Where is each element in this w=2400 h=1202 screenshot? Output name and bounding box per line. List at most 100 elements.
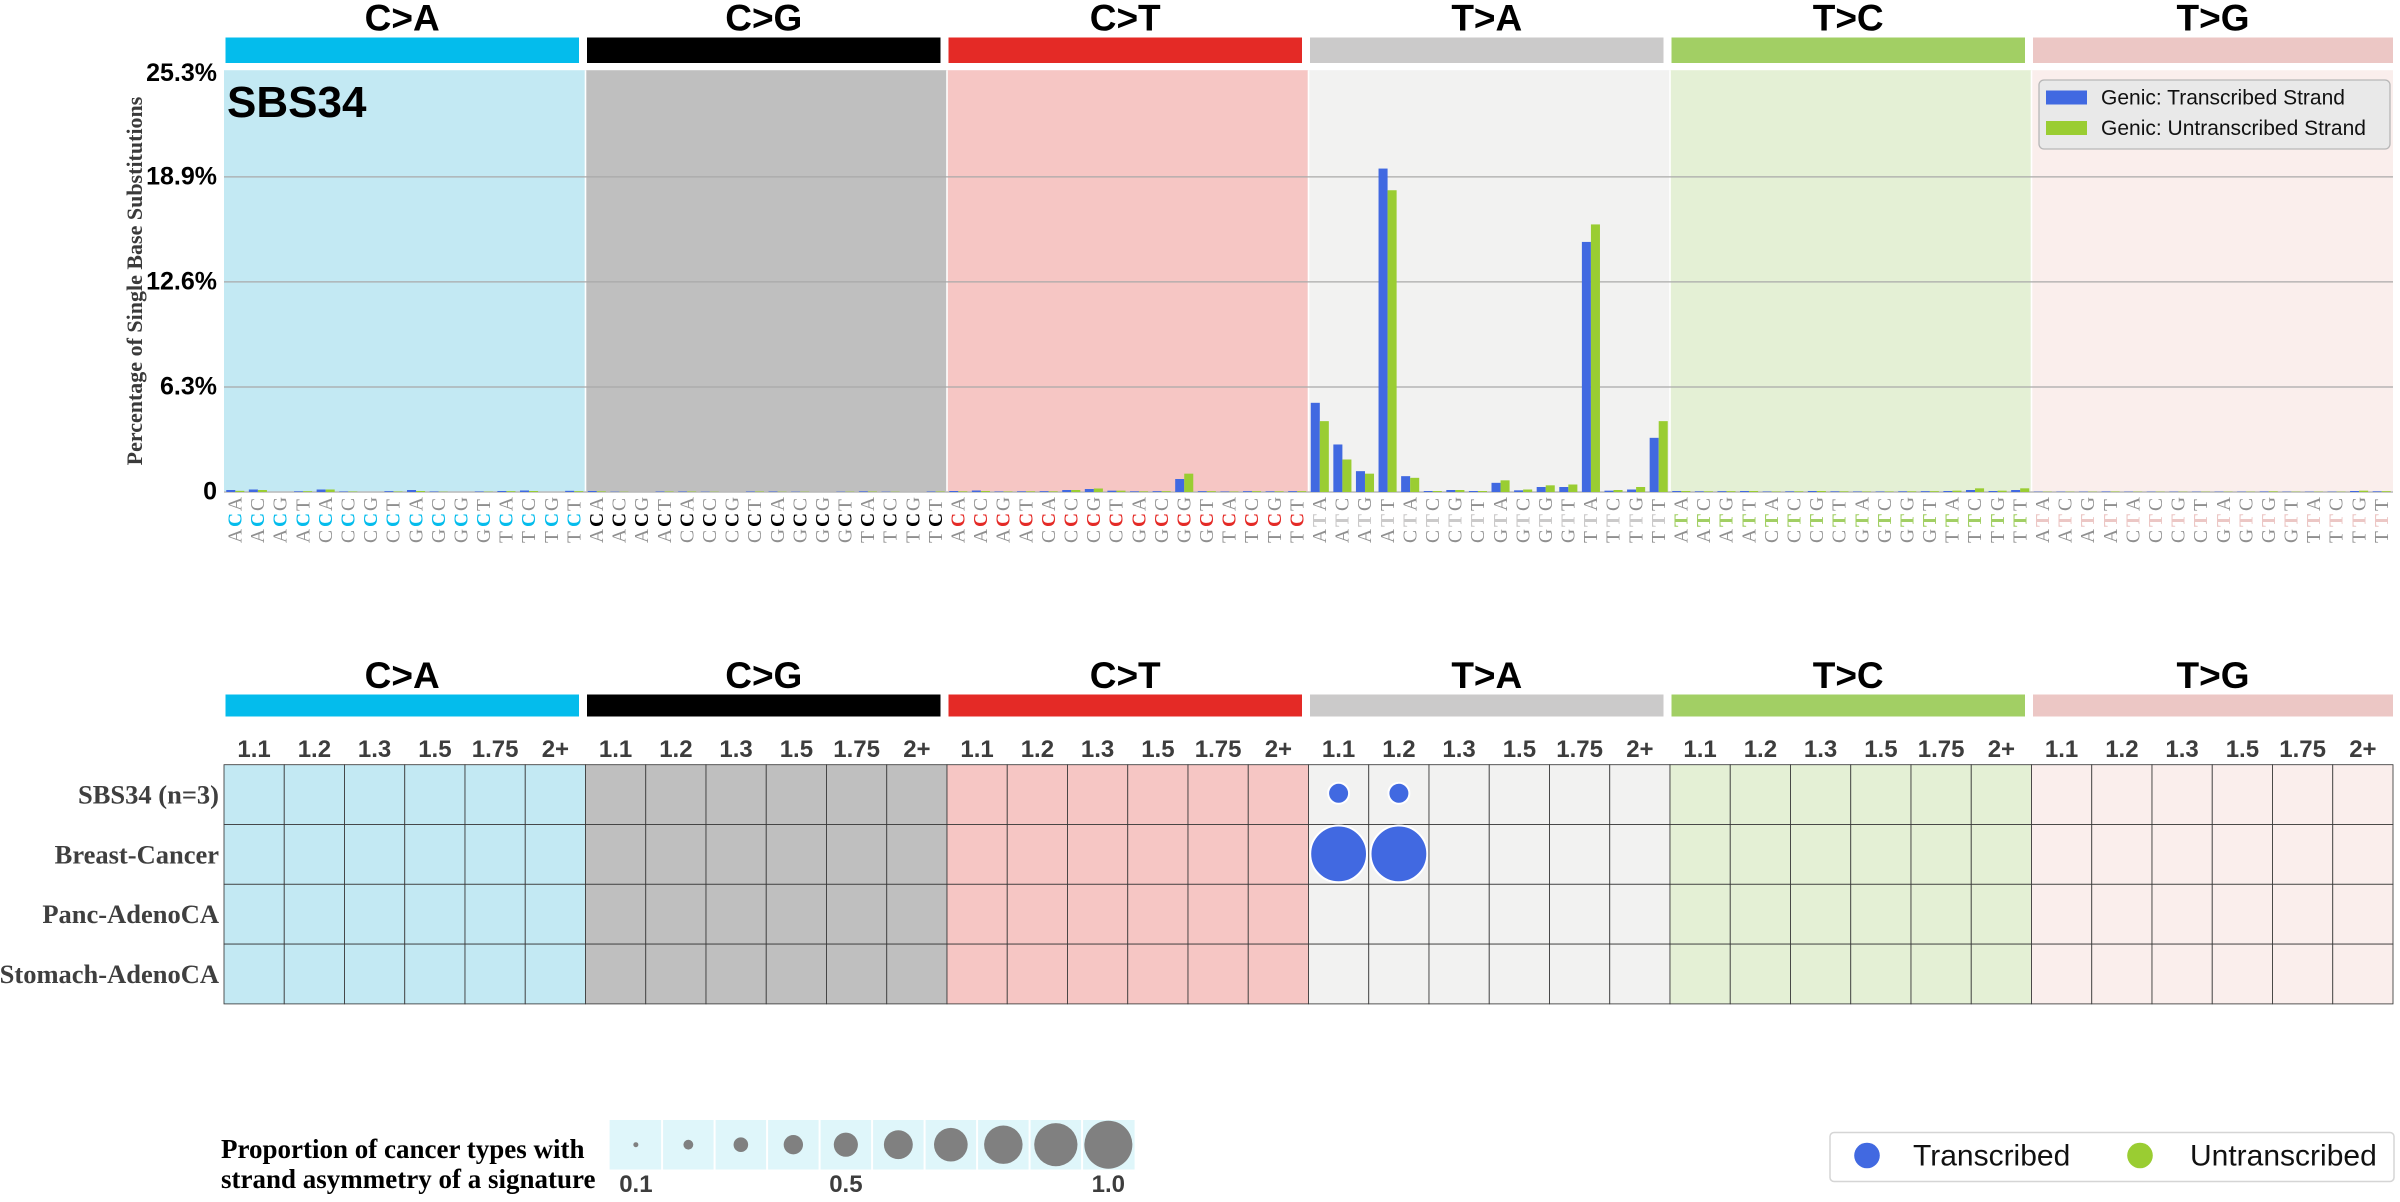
svg-text:TTC: TTC xyxy=(1604,498,1625,543)
svg-text:CCG: CCG xyxy=(1084,497,1105,543)
svg-text:Stomach-AdenoCA: Stomach-AdenoCA xyxy=(0,959,219,989)
svg-text:TCT: TCT xyxy=(926,499,947,543)
svg-text:CCT: CCT xyxy=(745,499,766,543)
svg-text:Breast-Cancer: Breast-Cancer xyxy=(55,839,220,869)
svg-text:C>A: C>A xyxy=(365,655,440,696)
svg-text:0.1: 0.1 xyxy=(619,1171,652,1197)
svg-text:2+: 2+ xyxy=(1626,736,1653,763)
svg-text:TTA: TTA xyxy=(1943,497,1964,543)
svg-text:GCC: GCC xyxy=(1152,498,1173,543)
svg-text:T>C: T>C xyxy=(1813,0,1884,39)
svg-text:TTT: TTT xyxy=(2010,499,2031,543)
svg-text:GTC: GTC xyxy=(2236,498,2257,543)
svg-text:TTC: TTC xyxy=(1965,498,1986,543)
svg-text:1.1: 1.1 xyxy=(960,736,993,763)
svg-text:1.5: 1.5 xyxy=(1864,736,1897,763)
svg-text:1.75: 1.75 xyxy=(1556,736,1603,763)
svg-text:0: 0 xyxy=(203,478,217,506)
svg-text:GTG: GTG xyxy=(1536,497,1557,543)
svg-text:GCG: GCG xyxy=(1174,497,1195,543)
svg-text:1.1: 1.1 xyxy=(599,736,632,763)
svg-text:C>G: C>G xyxy=(725,655,802,696)
svg-text:GTC: GTC xyxy=(1513,498,1534,543)
svg-text:GCC: GCC xyxy=(429,498,450,543)
svg-text:1.2: 1.2 xyxy=(659,736,692,763)
svg-text:T>G: T>G xyxy=(2177,0,2250,39)
svg-text:12.6%: 12.6% xyxy=(146,267,217,295)
svg-text:Genic: Transcribed Strand: Genic: Transcribed Strand xyxy=(2101,87,2345,110)
svg-text:TTA: TTA xyxy=(1581,497,1602,543)
svg-text:TTC: TTC xyxy=(2327,498,2348,543)
svg-text:GTC: GTC xyxy=(1875,498,1896,543)
svg-text:CTG: CTG xyxy=(1807,497,1828,543)
svg-text:2+: 2+ xyxy=(1988,736,2015,763)
svg-text:CCG: CCG xyxy=(361,497,382,543)
svg-text:GCG: GCG xyxy=(813,497,834,543)
svg-text:18.9%: 18.9% xyxy=(146,162,217,190)
svg-text:ACA: ACA xyxy=(226,497,247,543)
svg-text:ATC: ATC xyxy=(1333,498,1354,543)
svg-text:TTA: TTA xyxy=(2304,497,2325,543)
svg-text:TCG: TCG xyxy=(1265,497,1286,543)
svg-text:1.3: 1.3 xyxy=(1081,736,1114,763)
svg-text:CTT: CTT xyxy=(2191,499,2212,543)
svg-text:CCA: CCA xyxy=(1039,497,1060,543)
svg-text:GCT: GCT xyxy=(474,499,495,543)
svg-text:ATA: ATA xyxy=(1310,497,1331,543)
svg-text:CCG: CCG xyxy=(723,497,744,543)
svg-text:Transcribed: Transcribed xyxy=(1913,1140,2070,1173)
svg-text:TCG: TCG xyxy=(903,497,924,543)
svg-text:ACC: ACC xyxy=(610,498,631,543)
svg-text:1.75: 1.75 xyxy=(1918,736,1965,763)
svg-text:T>A: T>A xyxy=(1451,0,1522,39)
svg-text:1.1: 1.1 xyxy=(1322,736,1355,763)
svg-text:CCT: CCT xyxy=(1107,499,1128,543)
svg-text:C>T: C>T xyxy=(1090,655,1161,696)
svg-text:CTA: CTA xyxy=(1400,497,1421,543)
svg-text:GCT: GCT xyxy=(1197,499,1218,543)
svg-text:CTT: CTT xyxy=(1468,499,1489,543)
svg-text:TCT: TCT xyxy=(1287,499,1308,543)
svg-text:TTG: TTG xyxy=(1988,497,2009,543)
svg-text:C>T: C>T xyxy=(1090,0,1161,39)
svg-text:ACC: ACC xyxy=(971,498,992,543)
svg-text:1.75: 1.75 xyxy=(2279,736,2326,763)
svg-text:ATC: ATC xyxy=(1694,498,1715,543)
svg-text:1.3: 1.3 xyxy=(1804,736,1837,763)
svg-text:CCT: CCT xyxy=(384,499,405,543)
svg-text:2+: 2+ xyxy=(903,736,930,763)
svg-text:GTT: GTT xyxy=(1920,499,1941,543)
svg-text:Proportion of cancer types wit: Proportion of cancer types with xyxy=(221,1134,584,1164)
svg-text:1.3: 1.3 xyxy=(1442,736,1475,763)
svg-text:Genic: Untranscribed Strand: Genic: Untranscribed Strand xyxy=(2101,117,2366,140)
svg-text:TCA: TCA xyxy=(497,497,518,543)
svg-text:1.75: 1.75 xyxy=(833,736,880,763)
svg-text:CTG: CTG xyxy=(2169,497,2190,543)
svg-text:ATC: ATC xyxy=(2056,498,2077,543)
svg-text:CTC: CTC xyxy=(1784,498,1805,543)
svg-text:1.3: 1.3 xyxy=(719,736,752,763)
svg-text:T>C: T>C xyxy=(1813,655,1884,696)
svg-text:GCA: GCA xyxy=(768,497,789,543)
svg-text:GTG: GTG xyxy=(2259,497,2280,543)
svg-text:1.2: 1.2 xyxy=(298,736,331,763)
svg-text:1.2: 1.2 xyxy=(1382,736,1415,763)
svg-text:1.2: 1.2 xyxy=(1021,736,1054,763)
svg-text:ACG: ACG xyxy=(271,497,292,543)
svg-text:CTC: CTC xyxy=(1423,498,1444,543)
svg-text:1.75: 1.75 xyxy=(1195,736,1242,763)
svg-text:ATG: ATG xyxy=(2078,497,2099,543)
svg-text:1.5: 1.5 xyxy=(780,736,813,763)
svg-text:TCA: TCA xyxy=(1220,497,1241,543)
svg-text:ATT: ATT xyxy=(1378,499,1399,543)
svg-text:2+: 2+ xyxy=(2349,736,2376,763)
svg-text:GTA: GTA xyxy=(2214,497,2235,543)
svg-text:ATG: ATG xyxy=(1355,497,1376,543)
svg-text:GCT: GCT xyxy=(836,499,857,543)
svg-text:TCT: TCT xyxy=(564,499,585,543)
svg-text:1.0: 1.0 xyxy=(1092,1171,1125,1197)
svg-text:CTC: CTC xyxy=(2146,498,2167,543)
svg-text:TCA: TCA xyxy=(858,497,879,543)
svg-text:CTA: CTA xyxy=(1762,497,1783,543)
svg-text:1.5: 1.5 xyxy=(1141,736,1174,763)
